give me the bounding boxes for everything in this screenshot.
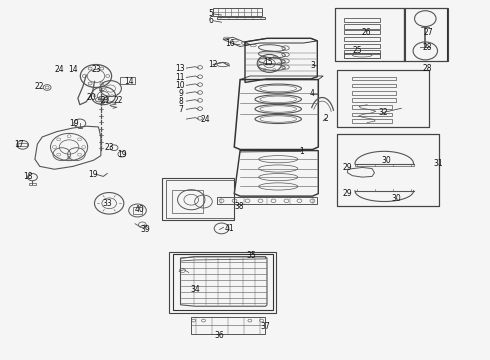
Text: 39: 39 [140, 225, 150, 234]
Text: 7: 7 [178, 105, 183, 114]
Text: 5: 5 [208, 9, 213, 18]
Text: 41: 41 [224, 224, 234, 233]
Bar [337, 134, 440, 206]
Bar [343, 44, 380, 48]
Text: 2: 2 [323, 114, 328, 123]
Text: 4: 4 [310, 89, 315, 98]
Text: 34: 34 [190, 285, 200, 294]
Text: 36: 36 [215, 332, 224, 341]
Text: 40: 40 [135, 205, 145, 214]
Bar [162, 178, 234, 220]
Text: 19: 19 [88, 170, 98, 179]
Bar [352, 91, 396, 95]
Text: 13: 13 [176, 64, 185, 73]
Text: 25: 25 [353, 46, 362, 55]
Bar [352, 84, 396, 87]
Bar [352, 98, 396, 102]
Text: 23: 23 [91, 65, 101, 74]
Bar [133, 207, 143, 214]
Bar [337, 70, 429, 127]
Text: 11: 11 [175, 73, 184, 82]
Text: 17: 17 [14, 140, 24, 149]
Text: 31: 31 [433, 159, 443, 168]
Text: 8: 8 [178, 96, 183, 105]
Text: 28: 28 [422, 64, 432, 73]
Bar [355, 164, 414, 166]
Bar [335, 8, 404, 61]
Text: 32: 32 [378, 108, 388, 117]
Bar [343, 18, 380, 22]
Bar [343, 24, 380, 29]
Bar [352, 77, 396, 80]
Bar [343, 37, 380, 41]
Text: 20: 20 [86, 93, 96, 102]
Text: 30: 30 [382, 156, 392, 165]
Text: 26: 26 [361, 28, 371, 37]
Bar [352, 105, 392, 109]
Bar [343, 53, 380, 58]
Text: 24: 24 [200, 114, 210, 123]
Text: 38: 38 [234, 202, 244, 211]
Bar [121, 77, 135, 84]
Text: 14: 14 [68, 65, 78, 74]
Bar [343, 50, 380, 54]
Bar [29, 183, 36, 185]
Bar [352, 113, 392, 116]
Bar [18, 143, 27, 146]
Text: 12: 12 [208, 60, 218, 69]
Bar [352, 119, 392, 123]
Bar [166, 180, 234, 218]
Text: 14: 14 [124, 77, 133, 86]
Text: 10: 10 [175, 81, 184, 90]
Text: 19: 19 [69, 119, 79, 128]
Bar [172, 190, 203, 213]
Bar [169, 252, 276, 313]
Bar [404, 8, 448, 61]
Bar [404, 8, 447, 61]
Text: 30: 30 [392, 194, 401, 203]
Text: 37: 37 [261, 322, 270, 331]
Text: 22: 22 [113, 95, 122, 104]
Bar [337, 70, 429, 127]
Text: 16: 16 [225, 39, 235, 48]
Text: 24: 24 [54, 65, 64, 74]
Text: 6: 6 [208, 16, 213, 25]
Text: 18: 18 [23, 172, 32, 181]
Text: 33: 33 [102, 199, 112, 208]
Text: 9: 9 [178, 89, 183, 98]
Bar [337, 134, 440, 206]
Text: 1: 1 [299, 147, 304, 156]
Text: 35: 35 [246, 251, 256, 260]
Bar [343, 30, 380, 35]
Text: 28: 28 [422, 43, 432, 52]
Text: 21: 21 [101, 95, 111, 104]
Bar [335, 8, 405, 61]
Text: 29: 29 [343, 189, 352, 198]
Text: 23: 23 [104, 143, 114, 152]
Text: 3: 3 [310, 61, 315, 70]
Text: 19: 19 [117, 150, 127, 159]
Text: 22: 22 [34, 82, 44, 91]
Text: 15: 15 [264, 58, 273, 67]
Text: 27: 27 [423, 28, 433, 37]
Text: 29: 29 [343, 163, 352, 172]
